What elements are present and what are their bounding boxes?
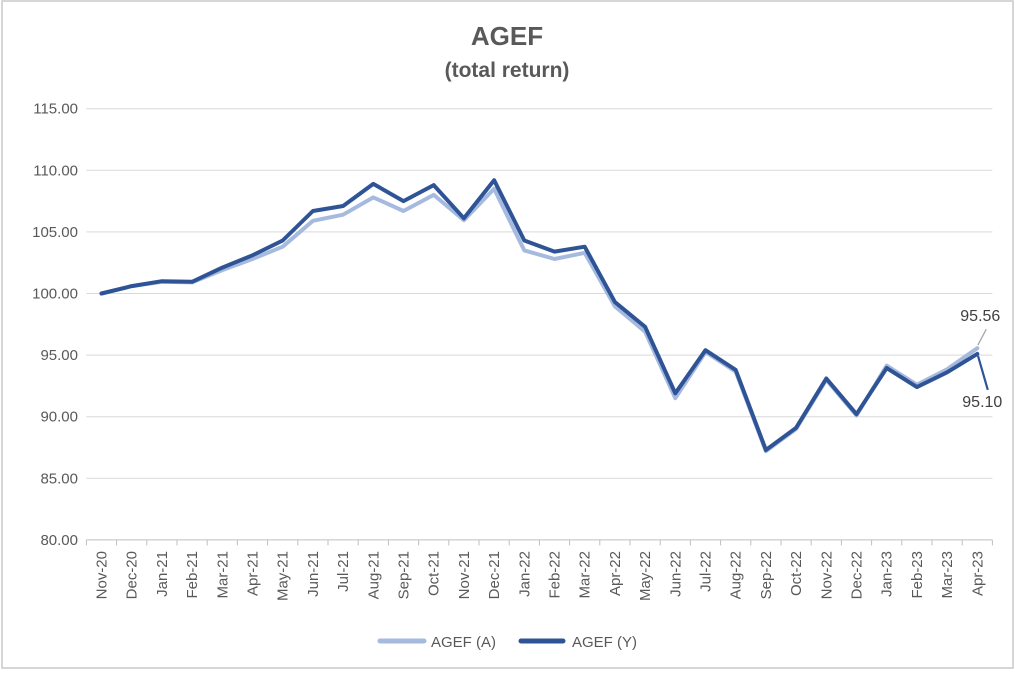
- x-axis-tick-label: Sep-21: [396, 551, 413, 599]
- x-axis-tick-label: Sep-22: [758, 551, 775, 599]
- x-axis-tick-label: Feb-21: [184, 551, 201, 599]
- y-axis-tick-label: 80.00: [40, 532, 78, 549]
- x-axis-tick-label: Aug-22: [728, 551, 745, 599]
- y-axis-labels: 115.00 110.00 105.00 100.00 95.00 90.00 85.00 8…: [32, 101, 78, 549]
- series-lines: [99, 178, 980, 454]
- x-axis-tick-label: Dec-21: [486, 551, 503, 599]
- y-axis-tick-label: 95.00: [40, 347, 78, 364]
- legend: AGEF (A) AGEF (Y): [377, 634, 637, 651]
- x-axis-tick-label: Jan-21: [154, 551, 171, 597]
- x-axis-tick-label: Jan-22: [516, 551, 533, 597]
- x-axis-tick-label: Oct-21: [426, 551, 443, 596]
- x-axis-tick-label: Jul-22: [698, 551, 715, 592]
- x-axis-tick-label: Apr-23: [969, 551, 986, 596]
- y-axis-tick-label: 110.00: [33, 162, 78, 179]
- x-axis-tick-label: Nov-22: [818, 551, 835, 599]
- x-axis-tick-label: Aug-21: [365, 551, 382, 599]
- y-axis-tick-label: 105.00: [32, 224, 78, 241]
- x-axis-tick-label: Mar-23: [939, 551, 956, 599]
- series-line-agef-a: [99, 186, 980, 454]
- x-axis-tick-label: Jan-23: [879, 551, 896, 597]
- x-axis-tick-label: May-21: [275, 551, 292, 601]
- x-axis-tick-label: Dec-20: [124, 551, 141, 599]
- y-axis-tick-label: 85.00: [40, 470, 78, 487]
- data-label-agef-a: 95.56: [960, 308, 1000, 325]
- data-label-agef-y: 95.10: [962, 394, 1002, 411]
- x-axis-tick-label: Nov-21: [456, 551, 473, 599]
- gridlines: [86, 108, 993, 479]
- legend-label-agef-a: AGEF (A): [431, 634, 496, 651]
- x-axis-tick-label: Nov-20: [94, 551, 111, 599]
- chart-subtitle: (total return): [445, 59, 570, 82]
- y-axis-tick-label: 100.00: [32, 286, 78, 303]
- x-axis-tick-label: May-22: [637, 551, 654, 601]
- leader-line-agef-y: [976, 355, 989, 391]
- x-axis-tick-label: Mar-21: [214, 551, 231, 599]
- series-line-agef-y: [99, 178, 980, 452]
- x-axis-tick-label: Jun-22: [667, 551, 684, 597]
- x-axis-tick-label: Apr-21: [245, 551, 262, 596]
- x-axis-tick-label: Feb-22: [547, 551, 564, 599]
- x-axis-tick-label: Oct-22: [788, 551, 805, 596]
- chart-title: AGEF: [471, 21, 543, 51]
- x-axis: [85, 539, 993, 546]
- x-axis-tick-label: Jun-21: [305, 551, 322, 597]
- y-axis-tick-label: 90.00: [40, 409, 78, 426]
- x-axis-tick-label: Apr-22: [607, 551, 624, 596]
- x-axis-tick-label: Dec-22: [849, 551, 866, 599]
- x-axis-tick-label: Mar-22: [577, 551, 594, 599]
- y-axis-tick-label: 115.00: [33, 101, 78, 118]
- x-axis-labels: Nov-20 Dec-20 Jan-21 Feb-21 Mar-21 Apr-21 May-…: [94, 551, 987, 601]
- x-axis-tick-label: Jul-21: [335, 551, 352, 592]
- data-labels: 95.56 95.10: [960, 308, 1002, 411]
- x-axis-tick-label: Feb-23: [909, 551, 926, 599]
- legend-label-agef-y: AGEF (Y): [572, 634, 637, 651]
- leader-line-agef-a: [977, 328, 987, 346]
